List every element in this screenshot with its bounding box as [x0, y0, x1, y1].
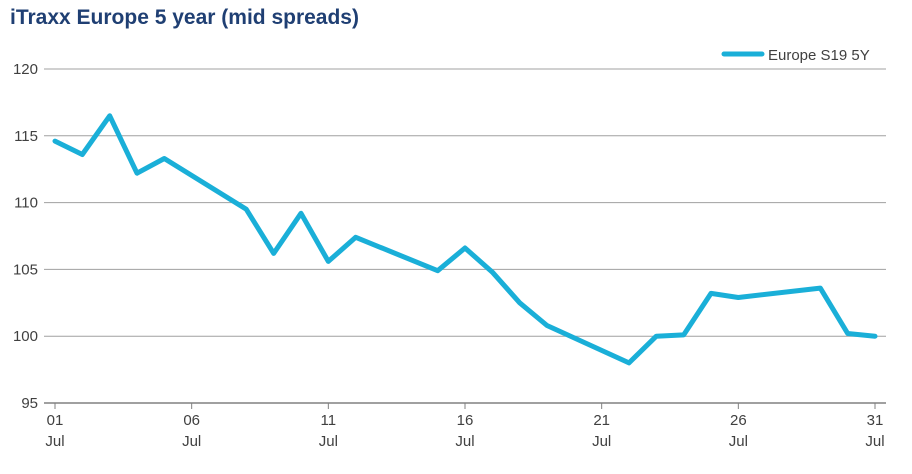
y-tick-labels: 95 100 105 110 115 120 [13, 61, 38, 412]
x-tick-day: 01 [47, 412, 64, 429]
series-layer [52, 113, 878, 366]
x-tick-day: 06 [183, 412, 200, 429]
y-tick-label: 95 [21, 395, 38, 412]
chart-title: iTraxx Europe 5 year (mid spreads) [10, 6, 359, 29]
y-tick-label: 115 [14, 128, 38, 145]
x-tick-month: Jul [45, 433, 64, 450]
x-tick-day: 26 [730, 412, 747, 429]
y-tick-label: 105 [13, 261, 38, 278]
x-tick-month: Jul [455, 433, 474, 450]
x-tick-month: Jul [319, 433, 338, 450]
y-tick-label: 120 [13, 61, 38, 78]
grid-lines [44, 68, 886, 409]
x-tick-month: Jul [592, 433, 611, 450]
x-tick-day: 11 [321, 412, 337, 429]
x-tick-day: 31 [867, 412, 884, 429]
legend: Europe S19 5Y [721, 47, 870, 64]
y-tick-label: 100 [13, 328, 38, 345]
y-tick-label: 110 [14, 195, 38, 212]
x-tick-month: Jul [729, 433, 748, 450]
x-tick-day: 21 [593, 412, 610, 429]
series-line [52, 113, 878, 366]
x-tick-month: Jul [182, 433, 201, 450]
x-tick-labels: 01 Jul 06 Jul 11 Jul 16 Jul 21 Jul 26 Jul 31 Jul [45, 412, 884, 450]
x-tick-month: Jul [865, 433, 884, 450]
legend-label: Europe S19 5Y [768, 47, 870, 64]
x-tick-day: 16 [457, 412, 474, 429]
